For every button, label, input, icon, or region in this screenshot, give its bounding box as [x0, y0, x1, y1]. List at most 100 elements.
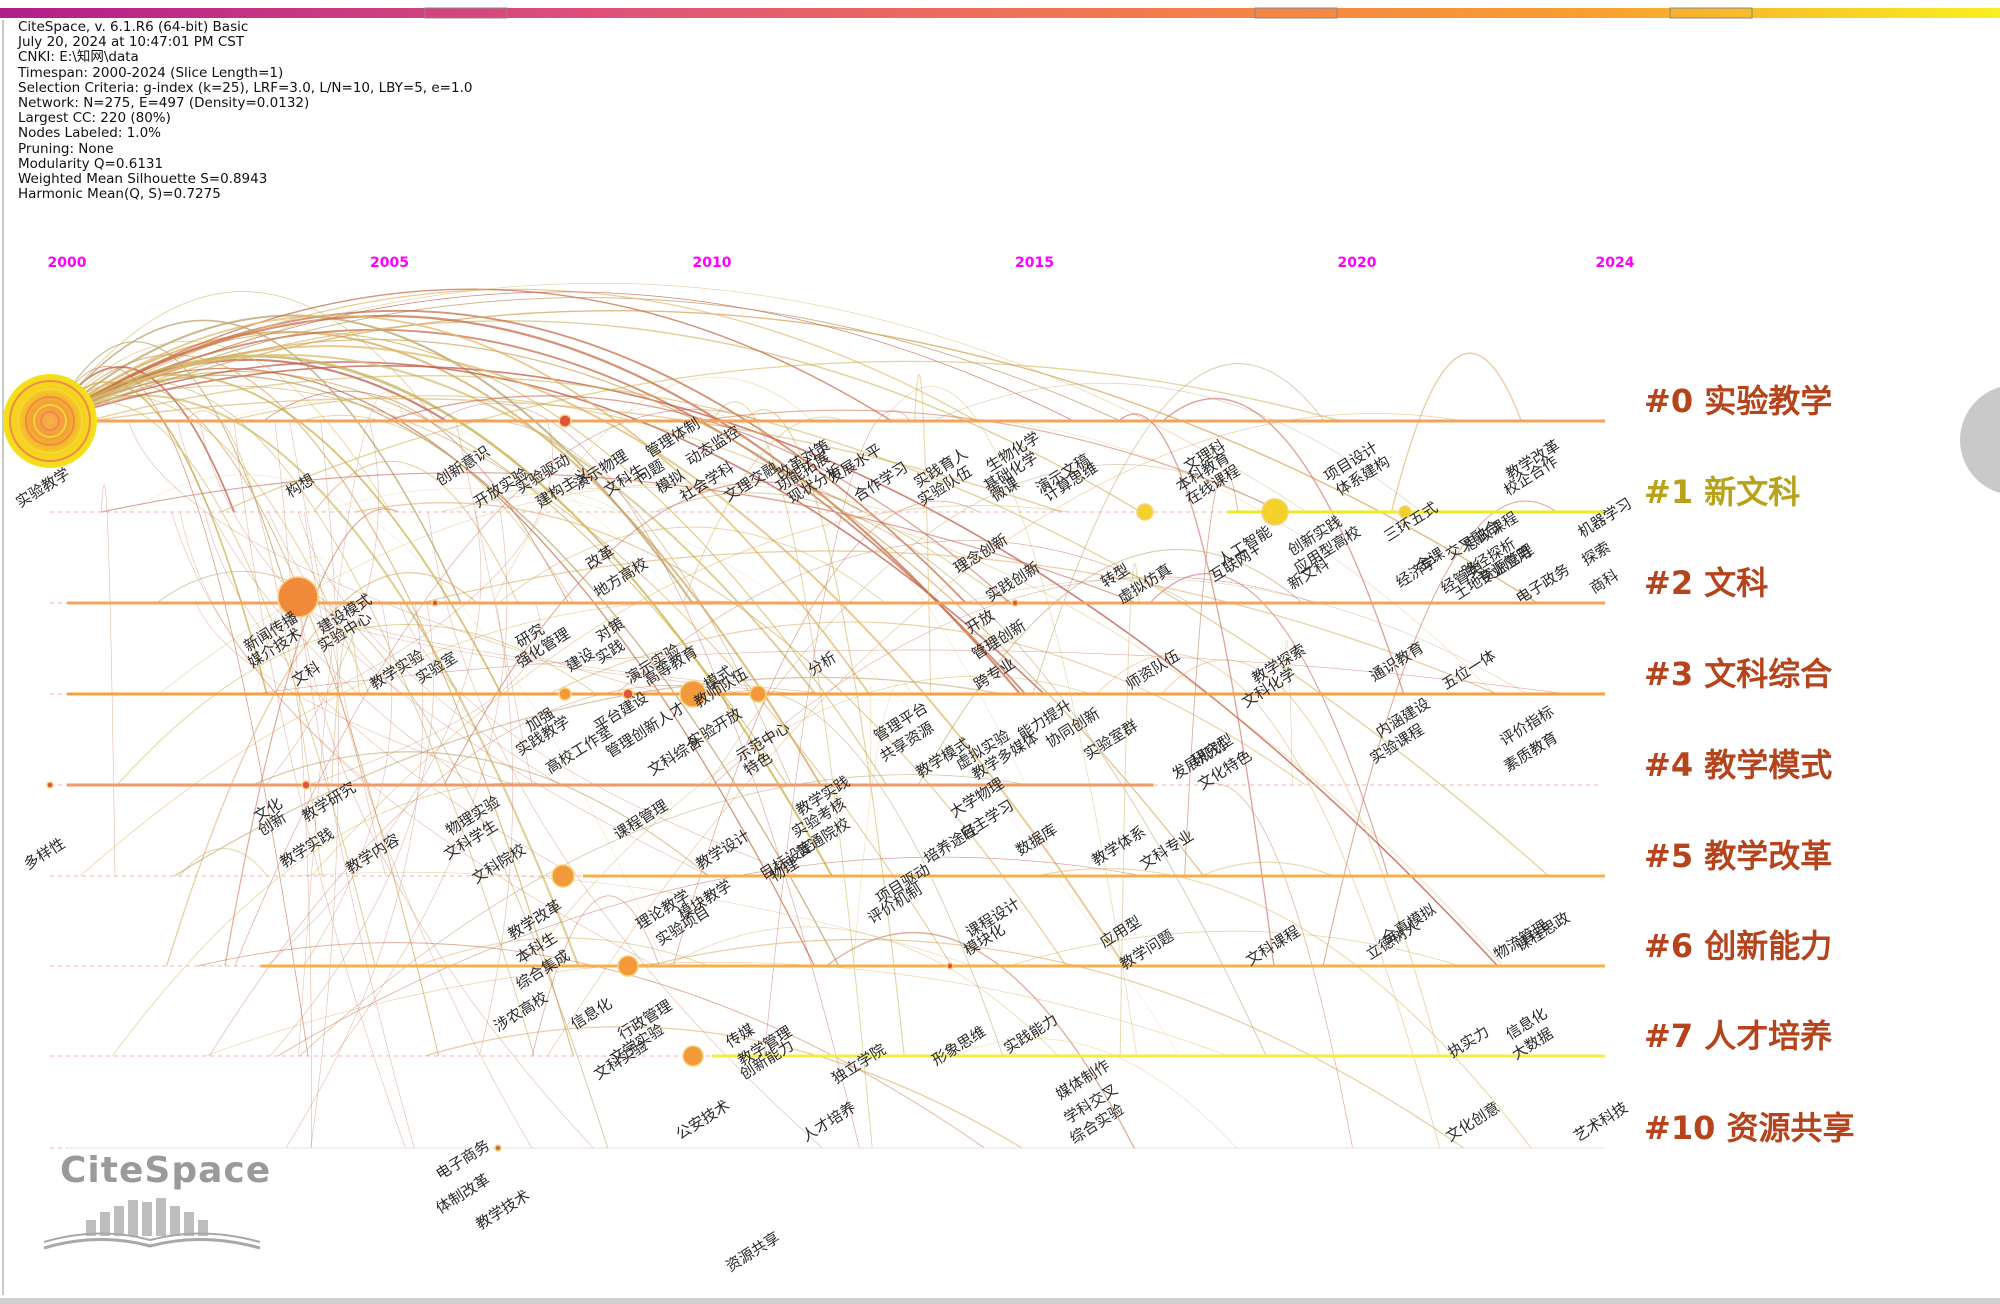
cluster-label[interactable]: #2 文科 — [1644, 564, 1768, 602]
keyword-label[interactable]: 资源共享 — [723, 1228, 783, 1275]
keyword-label[interactable]: 公安技术 — [673, 1096, 733, 1143]
keyword-label[interactable]: 商科 — [1587, 566, 1622, 597]
keyword-label[interactable]: 艺术科技 — [1571, 1098, 1631, 1145]
citation-arc — [49, 331, 822, 786]
citation-arc — [219, 402, 818, 786]
cluster-label[interactable]: #1 新文科 — [1644, 473, 1800, 511]
keyword-label[interactable]: 形象思维 — [929, 1022, 989, 1069]
keyword-node[interactable] — [749, 685, 767, 703]
keyword-label[interactable]: 教学技术 — [473, 1186, 533, 1233]
keyword-label[interactable]: 机器学习 — [1575, 494, 1635, 541]
keyword-node[interactable] — [431, 599, 439, 607]
keyword-node[interactable] — [1398, 505, 1412, 519]
citation-arc — [128, 420, 665, 695]
citation-arc — [49, 354, 833, 877]
cluster-label[interactable]: #7 人才培养 — [1644, 1017, 1832, 1055]
citation-arc — [179, 847, 268, 877]
cluster-labels: #0 实验教学 #1 新文科 #2 文科 #3 文科综合 #4 教学模式 #5 教学改革 #… — [1644, 382, 1855, 1147]
cluster-label[interactable]: #10 资源共享 — [1644, 1109, 1855, 1147]
keyword-label[interactable]: 数据库 — [1013, 820, 1061, 859]
citation-arc — [158, 482, 891, 695]
keyword-node[interactable] — [617, 955, 639, 977]
citation-arc — [883, 386, 1138, 1057]
keyword-label[interactable]: 实践创新 — [983, 558, 1043, 605]
info-line: CNKI: E:\知网\data — [18, 49, 139, 66]
keyword-label[interactable]: 多样性 — [21, 834, 69, 873]
keyword-label[interactable]: 实践能力 — [1001, 1010, 1061, 1057]
info-line: Weighted Mean Silhouette S=0.8943 — [18, 171, 268, 188]
citation-arc — [331, 629, 360, 786]
year-color-bar — [0, 8, 2000, 18]
info-line: Harmonic Mean(Q, S)=0.7275 — [18, 186, 221, 203]
cluster-label[interactable]: #0 实验教学 — [1644, 382, 1832, 420]
citation-arc — [443, 481, 864, 786]
citation-arc — [298, 602, 800, 695]
keyword-label[interactable]: 分析 — [805, 648, 840, 679]
keyword-label[interactable]: 文化创意 — [1443, 1098, 1503, 1145]
keyword-node[interactable] — [1136, 503, 1154, 521]
keyword-node[interactable] — [277, 576, 319, 618]
citation-arc — [917, 548, 1303, 786]
citation-arc — [713, 576, 1316, 786]
keyword-label[interactable]: 文科课程 — [1243, 922, 1303, 969]
citation-arc — [197, 942, 985, 1149]
node-实验教学[interactable] — [3, 374, 97, 468]
info-line: Modularity Q=0.6131 — [18, 155, 164, 172]
keyword-label[interactable]: 人才培养 — [799, 1098, 859, 1145]
keyword-node[interactable] — [682, 1045, 704, 1067]
citation-arc — [1032, 363, 1325, 695]
keyword-label[interactable]: 教学设计 — [693, 826, 753, 873]
info-line: July 20, 2024 at 10:47:01 PM CST — [18, 34, 245, 51]
citation-arc — [455, 488, 621, 513]
info-line: Selection Criteria: g-index (k=25), LRF=… — [18, 79, 473, 96]
citation-arc — [49, 385, 953, 967]
cluster-label[interactable]: #5 教学改革 — [1644, 837, 1832, 875]
info-line: CiteSpace, v. 6.1.R6 (64-bit) Basic — [18, 19, 249, 35]
keyword-label[interactable]: 实验开放 — [685, 704, 745, 751]
keyword-node[interactable] — [1011, 599, 1019, 607]
keyword-label[interactable]: 三环五式 — [1381, 498, 1441, 545]
citation-arc — [49, 314, 694, 604]
citation-arc — [682, 416, 846, 604]
citation-arc — [87, 375, 1549, 877]
keyword-label[interactable]: 探索 — [1579, 538, 1614, 569]
keyword-label[interactable]: 独立学院 — [829, 1040, 889, 1087]
citation-arc — [49, 338, 1205, 877]
citation-arc — [269, 602, 434, 1057]
citation-arc — [49, 366, 309, 1057]
cluster-label[interactable]: #6 创新能力 — [1644, 927, 1832, 965]
citation-arc — [1184, 468, 1239, 877]
cluster-label[interactable]: #4 教学模式 — [1644, 746, 1832, 784]
citation-arc — [1322, 500, 1558, 967]
keyword-node[interactable] — [301, 780, 311, 790]
keyword-label[interactable]: 涉农高校 — [491, 988, 551, 1035]
keyword-label[interactable]: 教学实践 — [277, 824, 337, 871]
keyword-label[interactable]: 教学改革 — [505, 896, 565, 943]
keyword-label[interactable]: 培养途径 — [921, 820, 981, 867]
citation-arc — [49, 341, 291, 604]
keyword-node[interactable] — [558, 687, 572, 701]
keyword-node[interactable] — [679, 680, 707, 708]
citation-arc — [209, 685, 742, 1057]
keyword-node[interactable] — [551, 864, 575, 888]
keyword-node[interactable] — [558, 414, 572, 428]
keyword-label[interactable]: 实验教学 — [13, 464, 73, 511]
keyword-node[interactable] — [622, 688, 634, 700]
citation-arc — [266, 511, 482, 967]
year-tick-label: 2015 — [1015, 255, 1054, 271]
keyword-node[interactable] — [494, 1144, 502, 1152]
keyword-node[interactable] — [946, 962, 954, 970]
citation-arc — [493, 376, 813, 604]
keyword-label[interactable]: 电子政务 — [1513, 560, 1573, 607]
bottom-scrollbar[interactable] — [0, 1298, 2000, 1304]
cluster-label[interactable]: #3 文科综合 — [1644, 655, 1832, 693]
keyword-label[interactable]: 五位一体 — [1439, 646, 1499, 693]
keyword-node[interactable] — [1261, 498, 1289, 526]
citation-arc — [548, 621, 1306, 786]
keyword-label[interactable]: 师资队伍 — [1123, 646, 1183, 693]
citation-arc — [205, 962, 1229, 1057]
info-line: Largest CC: 220 (80%) — [18, 110, 171, 127]
keyword-node[interactable] — [46, 781, 54, 789]
citespace-logo: CiteSpace — [38, 1150, 278, 1260]
